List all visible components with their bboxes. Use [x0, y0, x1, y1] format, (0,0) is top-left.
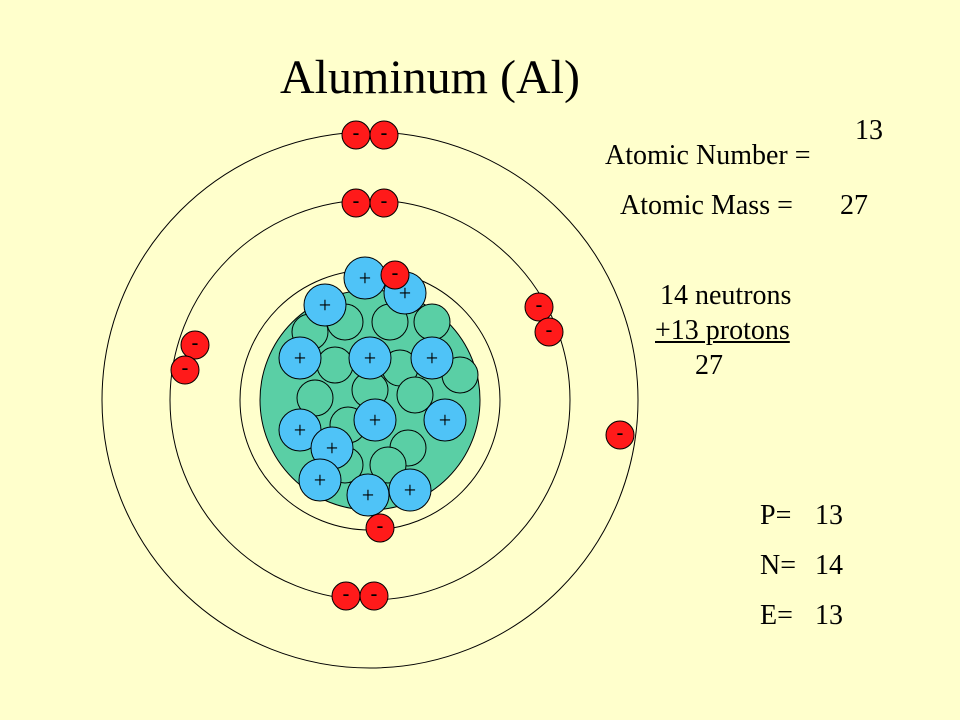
- proton-symbol: +: [319, 293, 331, 318]
- neutron: [317, 347, 353, 383]
- proton-symbol: +: [359, 266, 371, 291]
- electron-symbol: -: [546, 319, 553, 341]
- proton-symbol: +: [439, 408, 451, 433]
- electron-symbol: -: [617, 422, 624, 444]
- electron-symbol: -: [182, 357, 189, 379]
- proton-symbol: +: [362, 483, 374, 508]
- electron-symbol: -: [371, 583, 378, 605]
- proton-symbol: +: [426, 346, 438, 371]
- electron-symbol: -: [536, 294, 543, 316]
- electron-symbol: -: [392, 262, 399, 284]
- electron-symbol: -: [381, 122, 388, 144]
- neutron: [414, 304, 450, 340]
- proton-symbol: +: [404, 478, 416, 503]
- electron-symbol: -: [377, 515, 384, 537]
- proton-symbol: +: [314, 468, 326, 493]
- proton-symbol: +: [294, 418, 306, 443]
- proton-symbol: +: [369, 408, 381, 433]
- proton-symbol: +: [294, 346, 306, 371]
- electron-symbol: -: [192, 332, 199, 354]
- electron-symbol: -: [353, 122, 360, 144]
- electron-symbol: -: [343, 583, 350, 605]
- proton-symbol: +: [326, 436, 338, 461]
- electron-symbol: -: [381, 190, 388, 212]
- bohr-model-diagram: +++++++++++++-------------: [0, 0, 960, 720]
- electron-symbol: -: [353, 190, 360, 212]
- proton-symbol: +: [364, 346, 376, 371]
